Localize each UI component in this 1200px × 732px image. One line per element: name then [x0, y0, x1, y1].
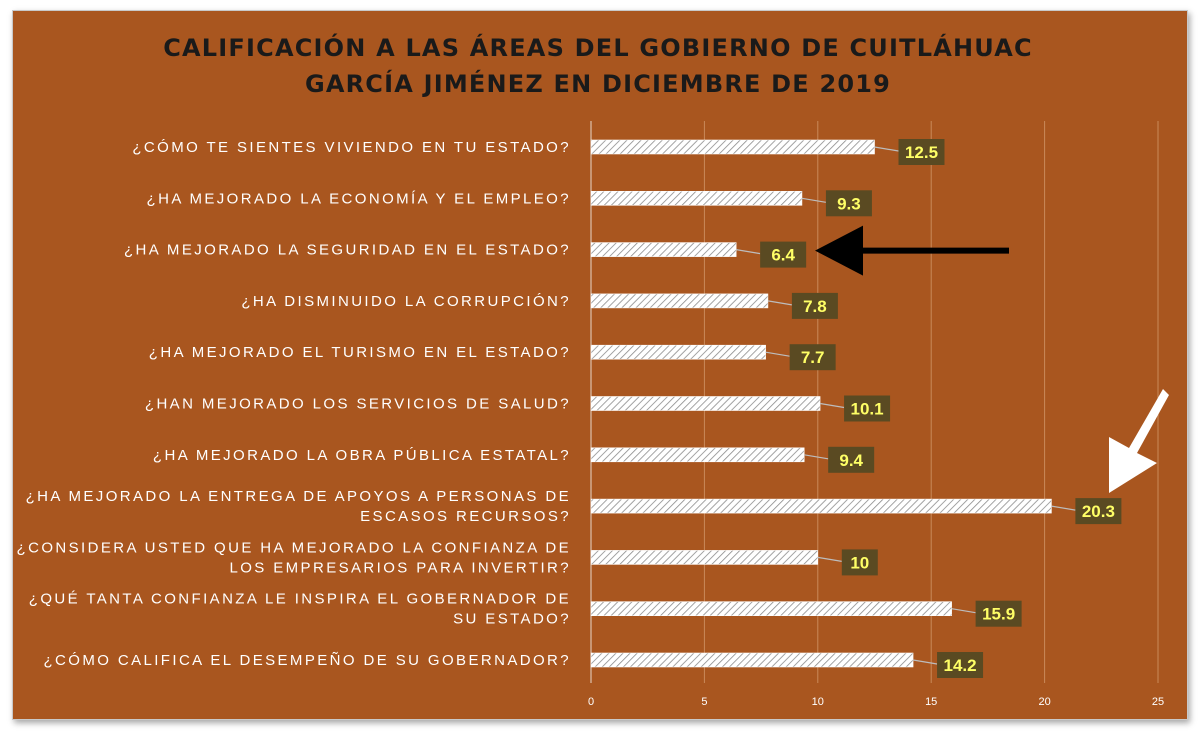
x-tick-label: 0: [588, 696, 594, 708]
bar-chart: CALIFICACIÓN A LAS ÁREAS DEL GOBIERNO DE…: [17, 32, 1169, 708]
bar: [590, 242, 737, 257]
x-tick-label: 20: [1038, 696, 1050, 708]
data-label-box: [828, 446, 875, 473]
x-tick-label: 25: [1152, 696, 1164, 708]
category-label: ¿CÓMO TE SIENTES VIVIENDO EN TU ESTADO?: [132, 139, 571, 156]
data-label-box: [760, 241, 807, 268]
x-tick-label: 5: [701, 696, 707, 708]
bar: [590, 344, 766, 360]
leader-line: [801, 197, 827, 203]
category-label: ¿CONSIDERA USTED QUE HA MEJORADO LA CONF…: [17, 539, 571, 576]
bar: [590, 139, 875, 155]
data-label: 20.3: [1082, 502, 1115, 521]
leader-line: [951, 608, 976, 614]
category-label: ¿HA MEJORADO LA SEGURIDAD EN EL ESTADO?: [124, 242, 571, 259]
leader-line: [1051, 505, 1076, 511]
black-arrow-annotation: [815, 225, 1009, 276]
category-label: ¿HA DISMINUIDO LA CORRUPCIÓN?: [241, 293, 571, 310]
x-axis-ticks: 0 5 10 15 20 25: [588, 696, 1164, 708]
bar: [590, 396, 821, 411]
leader-line: [912, 659, 938, 665]
x-tick-label: 15: [925, 696, 937, 708]
data-label: 7.8: [803, 297, 827, 316]
data-label: 10: [850, 553, 869, 572]
bar: [590, 498, 1052, 514]
data-label-box: [825, 190, 872, 217]
category-labels: ¿CÓMO TE SIENTES VIVIENDO EN TU ESTADO? ¿…: [17, 139, 571, 669]
data-label-box: [1075, 498, 1122, 525]
data-label-box: [844, 395, 891, 422]
bar: [590, 191, 803, 206]
data-label: 7.7: [801, 348, 825, 367]
bar: [590, 601, 952, 617]
data-label-box: [789, 344, 836, 371]
data-label: 9.3: [837, 194, 861, 213]
data-label: 6.4: [771, 246, 795, 265]
bar: [590, 447, 805, 463]
data-label: 12.5: [905, 143, 938, 162]
white-arrow-annotation: [1109, 389, 1169, 493]
data-labels: 12.5 9.3 6.4 7.8 7.7 10.1 9.4 20.3 10 15.9 14.2: [736, 139, 1122, 678]
leader-line: [767, 300, 793, 306]
data-label-box: [898, 139, 945, 165]
data-label-box: [937, 652, 984, 678]
chart-frame: CALIFICACIÓN A LAS ÁREAS DEL GOBIERNO DE…: [12, 10, 1188, 720]
leader-line: [804, 454, 829, 460]
chart-title-line-2: GARCÍA JIMÉNEZ EN DICIEMBRE DE 2019: [305, 69, 891, 98]
leader-line: [874, 146, 899, 152]
bar: [590, 652, 914, 668]
data-label-box: [791, 292, 838, 319]
bar: [590, 550, 819, 565]
data-label: 14.2: [944, 656, 977, 675]
category-label: ¿CÓMO CALIFICA EL DESEMPEÑO DE SU GOBERN…: [43, 652, 571, 669]
category-label: ¿QUÉ TANTA CONFIANZA LE INSPIRA EL GOBER…: [29, 591, 571, 628]
data-label-box: [975, 600, 1022, 627]
data-label: 10.1: [851, 400, 884, 419]
category-label: ¿HAN MEJORADO LOS SERVICIOS DE SALUD?: [145, 396, 571, 413]
bars: [590, 139, 1052, 668]
annotation-arrows: [815, 225, 1169, 493]
chart-title-line-1: CALIFICACIÓN A LAS ÁREAS DEL GOBIERNO DE…: [163, 32, 1033, 62]
category-label: ¿HA MEJORADO LA OBRA PÚBLICA ESTATAL?: [153, 447, 571, 464]
data-label: 9.4: [839, 451, 863, 470]
data-label-box: [841, 549, 878, 576]
x-tick-label: 10: [812, 696, 824, 708]
data-label: 15.9: [982, 605, 1015, 624]
category-label: ¿HA MEJORADO LA ENTREGA DE APOYOS A PERS…: [26, 488, 571, 525]
leader-line: [765, 351, 790, 357]
leader-line: [736, 249, 761, 255]
category-label: ¿HA MEJORADO LA ECONOMÍA Y EL EMPLEO?: [147, 190, 571, 207]
leader-line: [817, 556, 842, 562]
category-label: ¿HA MEJORADO EL TURISMO EN EL ESTADO?: [149, 344, 571, 361]
bar: [590, 293, 769, 309]
leader-line: [819, 402, 845, 409]
